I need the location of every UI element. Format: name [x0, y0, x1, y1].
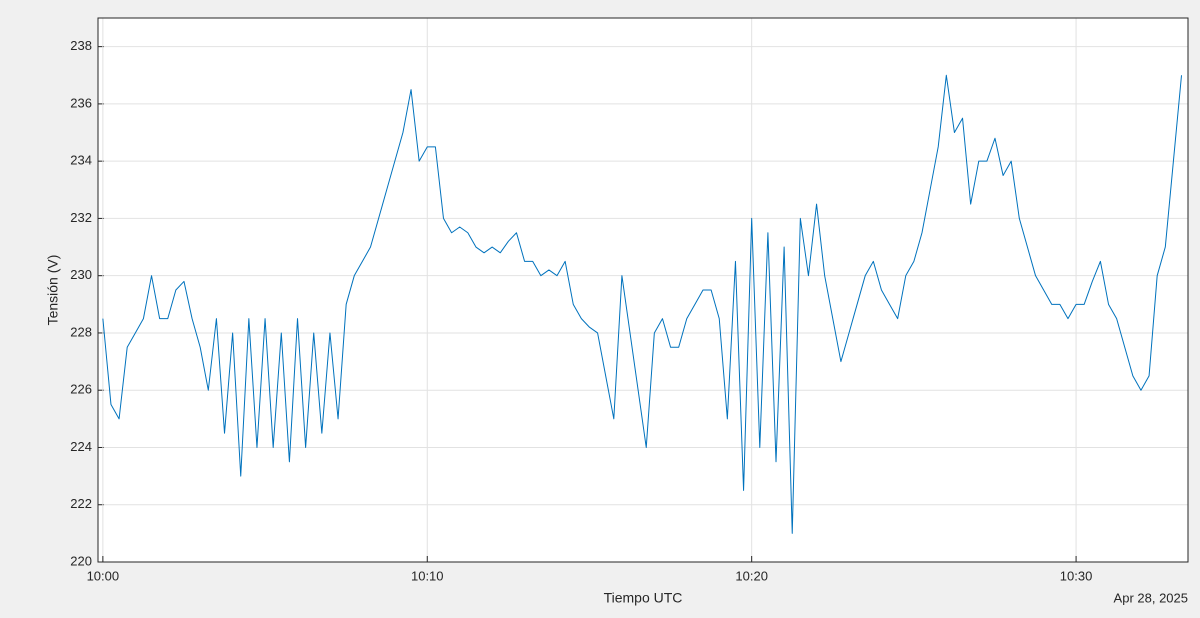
y-tick-label: 238: [70, 38, 92, 53]
y-tick-label: 230: [70, 267, 92, 282]
y-axis-label: Tensión (V): [45, 255, 61, 326]
y-tick-label: 234: [70, 153, 92, 168]
x-tick-label: 10:10: [411, 568, 444, 583]
x-axis-label: Tiempo UTC: [604, 590, 683, 606]
data-line: [102, 74, 1183, 534]
axes-box: [97, 17, 1189, 563]
date-label: Apr 28, 2025: [1114, 590, 1188, 605]
y-tick-label: 232: [70, 210, 92, 225]
x-tick-label: 10:00: [87, 568, 120, 583]
plot-area: [98, 18, 1188, 562]
y-tick-label: 226: [70, 382, 92, 397]
y-tick-label: 228: [70, 324, 92, 339]
y-tick-label: 222: [70, 496, 92, 511]
x-tick-label: 10:20: [735, 568, 768, 583]
y-tick-label: 220: [70, 553, 92, 568]
y-tick-label: 236: [70, 95, 92, 110]
x-tick-label: 10:30: [1060, 568, 1093, 583]
y-tick-label: 224: [70, 439, 92, 454]
